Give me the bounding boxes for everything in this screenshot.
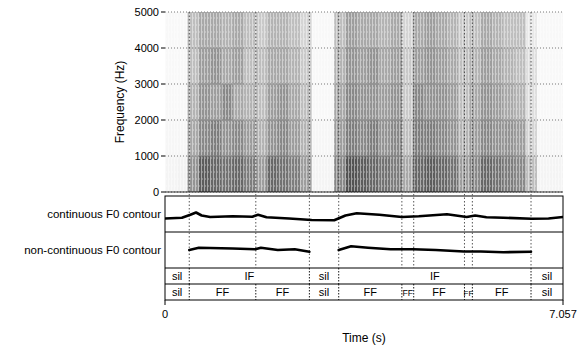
tier-label: IF	[430, 270, 440, 282]
spectrogram-baseline	[165, 192, 563, 193]
tier-boundary	[413, 284, 414, 300]
grid-line	[165, 192, 563, 193]
boundary-line	[309, 12, 310, 268]
y-tick-label: 3000	[135, 78, 159, 90]
grid-line	[165, 120, 563, 121]
tier-label: FF	[216, 286, 230, 298]
tier-label: FF	[495, 286, 509, 298]
f0-contour	[189, 248, 309, 252]
row-label: continuous F0 contour	[47, 208, 161, 220]
row-label: non-continuous F0 contour	[24, 244, 161, 256]
boundary-line	[464, 12, 465, 268]
y-tick-label: 0	[153, 186, 159, 198]
grid-line	[165, 156, 563, 157]
f0-contour	[339, 246, 531, 252]
tier-boundary	[309, 284, 310, 300]
grid-line	[165, 12, 563, 13]
tier-boundary	[338, 268, 339, 284]
y-tick	[161, 84, 165, 85]
y-axis-title: Frequency (Hz)	[113, 61, 127, 144]
tier-label: sil	[172, 270, 182, 282]
f0-contour	[165, 213, 563, 221]
tier-label: FF	[432, 286, 446, 298]
y-tick-label: 4000	[135, 42, 159, 54]
figure: 0 1000 2000 3000 4000 5000 Frequency (Hz) sil IF…	[0, 0, 585, 357]
tier-boundary	[531, 284, 532, 300]
tier-boundary	[189, 268, 190, 284]
boundary-line	[401, 12, 402, 268]
y-tick-label: 2000	[135, 114, 159, 126]
y-tick	[161, 192, 165, 193]
boundary-line	[472, 12, 473, 268]
x-tick	[165, 300, 166, 305]
boundary-line	[189, 12, 190, 268]
grid-line	[165, 48, 563, 49]
y-tick-label: 1000	[135, 150, 159, 162]
y-tick	[161, 48, 165, 49]
tier-label: FF	[402, 288, 413, 298]
y-tick	[161, 156, 165, 157]
x-tick	[563, 300, 564, 305]
tier-boundary	[189, 284, 190, 300]
x-axis-title: Time (s)	[342, 331, 386, 345]
tier-label: sil	[319, 286, 329, 298]
contour-group	[165, 213, 563, 221]
tier-label: sil	[542, 286, 552, 298]
x-tick-label: 0	[162, 308, 168, 320]
tier-boundary	[309, 268, 310, 284]
spectrogram	[165, 12, 563, 192]
x-tick-label: 7.057	[549, 308, 577, 320]
tier-frame	[165, 196, 563, 300]
tier-label: sil	[319, 270, 329, 282]
row-separator	[165, 232, 563, 233]
tier-label: sil	[542, 270, 552, 282]
tier-boundary	[255, 284, 256, 300]
contour-group	[189, 246, 531, 252]
row-separator	[165, 284, 563, 285]
texture	[165, 12, 563, 192]
tier-label: sil	[172, 286, 182, 298]
boundary-line	[338, 12, 339, 268]
tier-label: FF	[276, 286, 290, 298]
tier-label: IF	[244, 270, 254, 282]
boundary-line	[255, 12, 256, 268]
y-tick	[161, 120, 165, 121]
y-tick	[161, 12, 165, 13]
boundary-line	[413, 12, 414, 268]
grid-line	[165, 84, 563, 85]
tier-boundary	[472, 284, 473, 300]
tier-label: FF	[364, 286, 378, 298]
y-tick-label: 5000	[135, 6, 159, 18]
row-separator	[165, 268, 563, 269]
tier-boundary	[338, 284, 339, 300]
tier-boundary	[531, 268, 532, 284]
boundary-line	[531, 12, 532, 268]
